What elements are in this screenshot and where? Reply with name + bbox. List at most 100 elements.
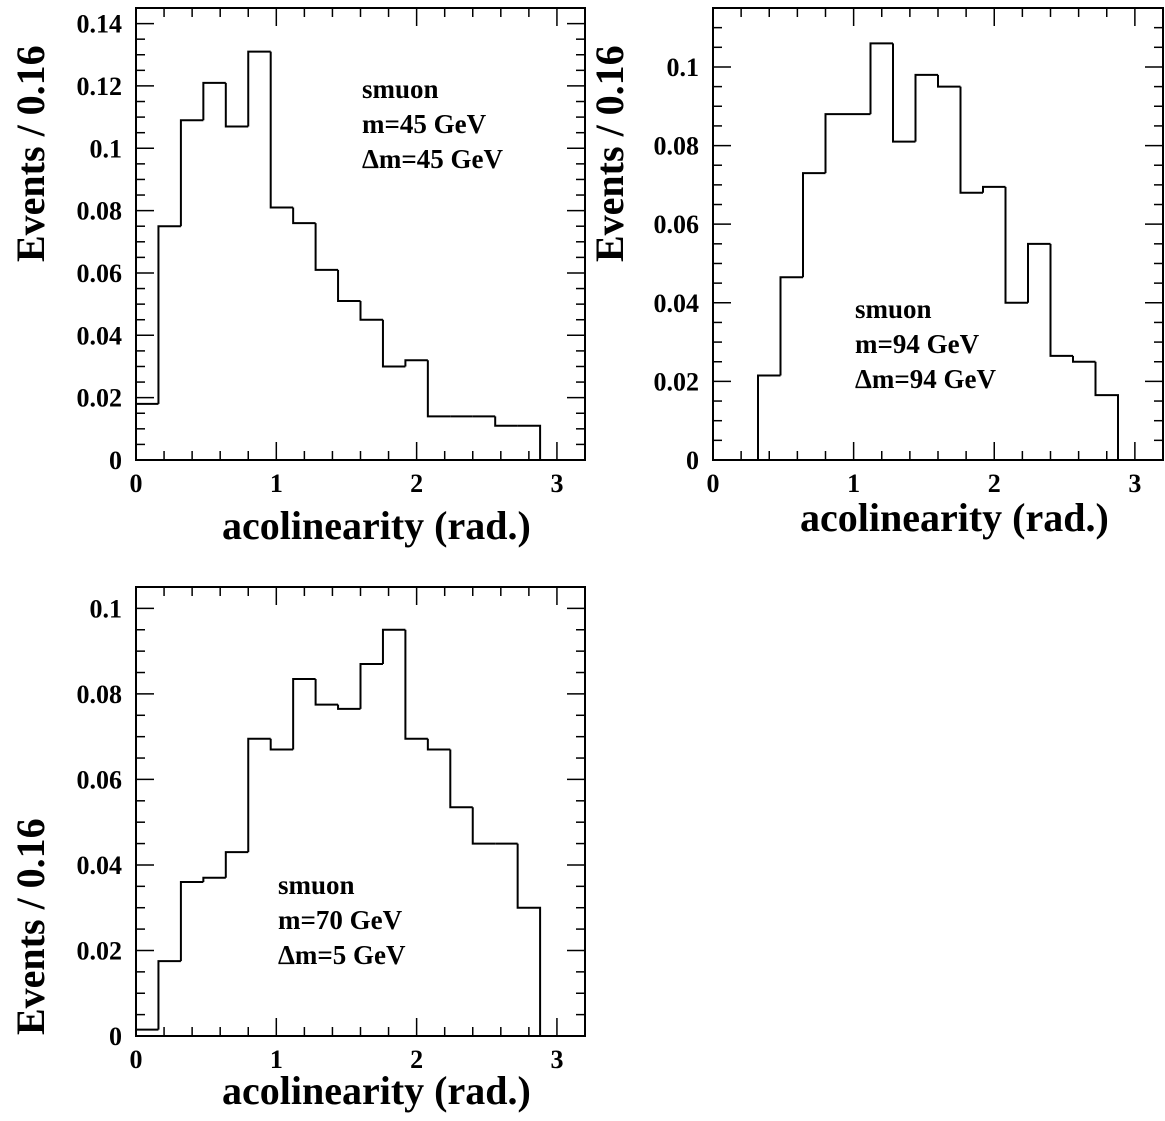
histogram-bin [449,749,473,809]
histogram-bin [269,51,294,209]
histogram-bin [494,416,518,427]
histogram-bin [779,276,803,376]
histogram-bin [1004,186,1028,304]
histogram-bin [404,359,428,367]
annotation-line: Δm=45 GeV [362,144,504,174]
histogram-bin [247,737,271,853]
histogram-bin [314,223,339,271]
histogram-bin [1027,242,1051,303]
y-tick-label: 0 [686,446,699,475]
histogram-bin [381,628,406,664]
histogram-bin [937,74,961,88]
histogram-bin [869,42,893,115]
annotation-line: m=94 GeV [855,329,980,359]
y-tick-label: 0.04 [654,289,700,318]
histogram-bin [359,662,383,709]
x-tick-label: 1 [270,469,283,498]
x-tick-label: 3 [550,1045,563,1074]
histogram-bin [157,225,181,404]
y-tick-label: 0.02 [654,367,700,396]
annotation-line: smuon [362,74,439,104]
histogram-bin [892,43,916,143]
histogram-bin [359,301,383,321]
histogram-bin [381,319,406,368]
x-tick-label: 3 [1128,469,1141,498]
histogram-bin [202,876,226,883]
histogram-bin [982,185,1006,193]
histogram-bin [202,81,226,121]
y-tick-label: 0.1 [90,134,123,163]
chart-panel-2: 0 1 2 3 0 0.02 0.04 0.06 0.08 0.1 acolinearity (ra… [587,7,1164,540]
histogram-bin [135,1028,159,1036]
histogram-bin [404,629,428,740]
histogram-bin [1072,355,1096,363]
x-tick-label: 1 [847,469,860,498]
y-tick-label: 0.08 [654,132,700,161]
y-tick-label: 0.02 [77,936,123,965]
histogram-bin [1049,243,1073,357]
histogram-bin [337,704,361,710]
histogram-bin [224,82,249,128]
histogram-bin [824,113,848,174]
histogram-bin [517,424,542,460]
y-tick-label: 0.08 [77,197,123,226]
y-tick-label: 0.12 [77,72,123,101]
histogram-bin [247,50,271,127]
y-tick-label: 0.1 [667,53,700,82]
x-axis-title: acolinearity (rad.) [800,495,1109,540]
y-tick-label: 0.04 [77,851,123,880]
histogram-bin [516,843,542,1036]
histogram-bin [337,269,361,303]
x-axis-title: acolinearity (rad.) [222,503,531,548]
histogram-bin [292,207,316,225]
histogram-bin [157,960,181,1030]
y-axis-title: Events / 0.16 [8,818,53,1035]
y-tick-label: 0.14 [77,10,123,39]
histogram-bin [179,119,204,227]
y-axis-title: Events / 0.16 [8,45,53,262]
x-tick-label: 2 [410,469,423,498]
histogram-bin [757,374,781,460]
annotation-line: smuon [855,294,932,324]
x-tick-label: 2 [410,1045,423,1074]
y-tick-label: 0.1 [90,594,123,623]
x-tick-label: 2 [988,469,1001,498]
y-tick-label: 0.06 [654,210,700,239]
histogram-bin [224,851,249,878]
histogram-bin [1094,361,1119,460]
x-tick-label: 1 [270,1045,283,1074]
chart-panel-3: 0 1 2 3 0 0.02 0.04 0.06 0.08 0.1 acolinearity (ra… [8,586,586,1113]
y-tick-label: 0.06 [77,765,123,794]
plot-frame [135,7,586,461]
x-axis-title: acolinearity (rad.) [222,1068,531,1113]
annotation-line: Δm=5 GeV [278,940,406,970]
histogram-bin [314,678,339,706]
histogram-bin [179,881,204,962]
histogram-bin [914,73,938,142]
y-axis-title: Events / 0.16 [587,45,632,262]
histogram-bin [959,86,983,194]
annotation-line: m=45 GeV [362,109,487,139]
histogram-bin [426,738,451,751]
annotation-line: Δm=94 GeV [855,364,997,394]
chart-panel-1: 0 1 2 3 0 0.02 0.04 0.06 0.08 0.1 0.12 0.14 acolinea… [8,7,586,548]
x-tick-label: 0 [707,469,720,498]
histogram-bin [471,807,496,845]
y-tick-label: 0.08 [77,680,123,709]
y-tick-label: 0.02 [77,384,123,413]
x-tick-label: 0 [130,469,143,498]
y-tick-label: 0 [109,446,122,475]
histogram-bin [135,402,159,460]
annotation-line: smuon [278,870,355,900]
histogram-bin [292,677,316,750]
x-tick-label: 3 [550,469,563,498]
histogram-bin [269,738,294,751]
y-tick-label: 0.06 [77,259,123,288]
histogram-bin [802,172,826,278]
x-tick-label: 0 [130,1045,143,1074]
annotation-line: m=70 GeV [278,905,403,935]
y-tick-label: 0 [109,1022,122,1051]
histogram-bin [426,360,451,418]
y-tick-label: 0.04 [77,321,123,350]
